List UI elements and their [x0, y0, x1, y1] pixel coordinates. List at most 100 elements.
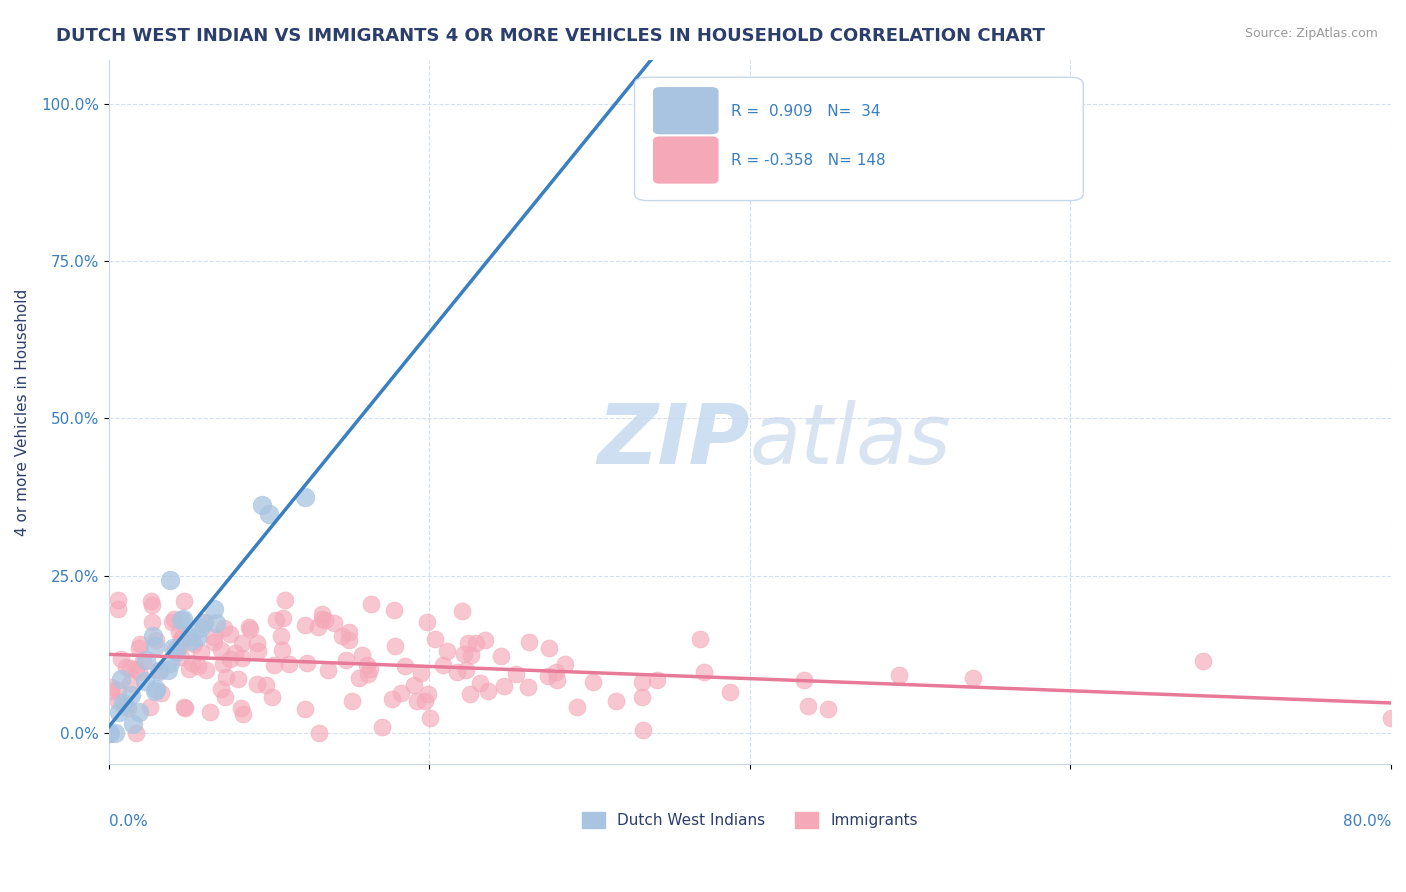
- Point: [232, 706, 254, 721]
- Point: [209, 681, 232, 696]
- Point: [645, 673, 668, 687]
- Point: [474, 633, 496, 648]
- Point: [122, 717, 145, 731]
- Point: [453, 647, 475, 661]
- Point: [489, 649, 512, 664]
- Point: [202, 630, 225, 644]
- Point: [169, 639, 191, 653]
- Point: [114, 699, 136, 714]
- Point: [141, 593, 163, 607]
- Point: [359, 662, 381, 676]
- Point: [159, 657, 181, 671]
- Point: [546, 665, 568, 679]
- Point: [110, 672, 132, 686]
- Point: [111, 696, 134, 710]
- Point: [356, 658, 378, 673]
- Point: [517, 680, 540, 694]
- Point: [252, 498, 274, 512]
- Point: [454, 663, 477, 677]
- Point: [163, 641, 186, 656]
- Point: [148, 664, 170, 678]
- Point: [183, 637, 205, 651]
- Point: [160, 615, 183, 629]
- Point: [187, 659, 209, 673]
- Point: [246, 636, 269, 650]
- Point: [124, 662, 146, 676]
- Point: [132, 655, 155, 669]
- Point: [962, 671, 984, 685]
- Point: [817, 702, 839, 716]
- Point: [212, 657, 235, 672]
- Point: [278, 657, 301, 672]
- Point: [631, 723, 654, 738]
- Point: [120, 675, 142, 690]
- Point: [256, 678, 278, 692]
- Point: [172, 612, 194, 626]
- Point: [218, 627, 240, 641]
- Text: R =  0.909   N=  34: R = 0.909 N= 34: [731, 103, 880, 119]
- Point: [273, 592, 295, 607]
- Point: [337, 624, 360, 639]
- Point: [465, 635, 488, 649]
- Point: [402, 678, 425, 692]
- Point: [118, 661, 141, 675]
- Point: [156, 664, 179, 678]
- Point: [129, 637, 152, 651]
- Point: [149, 686, 172, 700]
- Point: [436, 644, 458, 658]
- Point: [193, 615, 215, 630]
- Point: [190, 645, 212, 659]
- Point: [693, 665, 716, 679]
- Point: [202, 601, 225, 615]
- Point: [360, 597, 382, 611]
- Text: 0.0%: 0.0%: [108, 814, 148, 829]
- Point: [107, 602, 129, 616]
- Text: DUTCH WEST INDIAN VS IMMIGRANTS 4 OR MORE VEHICLES IN HOUSEHOLD CORRELATION CHAR: DUTCH WEST INDIAN VS IMMIGRANTS 4 OR MOR…: [56, 27, 1045, 45]
- Point: [311, 607, 333, 621]
- FancyBboxPatch shape: [634, 78, 1083, 201]
- Point: [413, 694, 436, 708]
- Point: [505, 666, 527, 681]
- Point: [246, 677, 269, 691]
- Point: [494, 679, 516, 693]
- Point: [226, 672, 249, 686]
- Point: [517, 635, 540, 649]
- Point: [107, 705, 129, 719]
- Point: [419, 711, 441, 725]
- Point: [409, 666, 432, 681]
- Text: 80.0%: 80.0%: [1343, 814, 1391, 829]
- Point: [416, 687, 439, 701]
- Point: [537, 640, 560, 655]
- Point: [239, 622, 262, 636]
- Point: [340, 694, 363, 708]
- Point: [167, 624, 190, 639]
- Text: R = -0.358   N= 148: R = -0.358 N= 148: [731, 153, 886, 168]
- Point: [194, 615, 217, 629]
- Point: [180, 633, 202, 648]
- Point: [263, 658, 285, 673]
- Point: [460, 687, 482, 701]
- Point: [98, 726, 121, 740]
- Point: [718, 685, 741, 699]
- Point: [264, 613, 287, 627]
- Point: [224, 646, 246, 660]
- Point: [128, 640, 150, 655]
- Point: [107, 694, 129, 708]
- Point: [337, 632, 360, 647]
- Point: [142, 629, 165, 643]
- Point: [689, 632, 711, 647]
- Point: [143, 683, 166, 698]
- Point: [231, 651, 253, 665]
- Point: [231, 636, 253, 650]
- Point: [212, 621, 235, 635]
- Point: [432, 657, 454, 672]
- Point: [371, 720, 394, 734]
- Point: [793, 673, 815, 687]
- Point: [582, 675, 605, 690]
- Point: [110, 652, 132, 666]
- Point: [451, 604, 474, 618]
- Point: [179, 630, 201, 644]
- Point: [141, 615, 163, 630]
- Point: [215, 670, 238, 684]
- Point: [117, 700, 139, 714]
